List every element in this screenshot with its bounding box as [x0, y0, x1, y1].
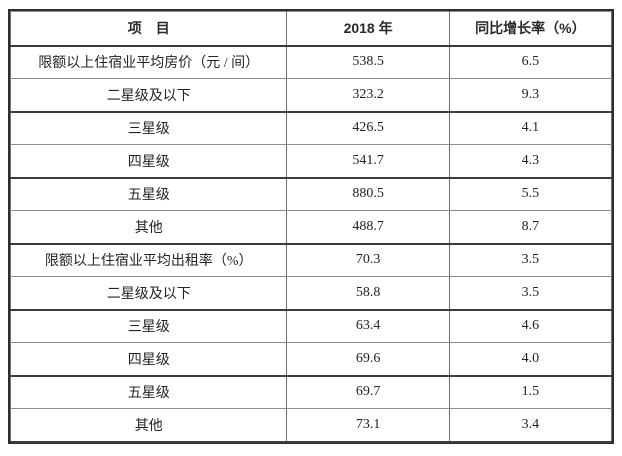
value-2018-cell: 538.5 [286, 45, 450, 79]
yoy-growth-cell: 3.5 [448, 243, 613, 277]
table-row: 四星级 69.6 4.0 [9, 342, 613, 377]
statistics-table-frame: 项 目 2018 年 同比增长率（%） 限额以上住宿业平均房价（元 / 间） 5… [8, 9, 614, 444]
item-cell: 二星级及以下 [9, 276, 288, 311]
item-cell: 限额以上住宿业平均房价（元 / 间） [9, 45, 288, 79]
yoy-growth-cell: 4.0 [448, 342, 613, 377]
value-2018-cell: 323.2 [286, 78, 450, 113]
yoy-growth-cell: 4.1 [448, 111, 613, 145]
value-2018-cell: 880.5 [286, 177, 450, 211]
table-row: 限额以上住宿业平均房价（元 / 间） 538.5 6.5 [9, 45, 613, 79]
table-row: 二星级及以下 323.2 9.3 [9, 78, 613, 113]
col-header-item: 项 目 [9, 11, 288, 47]
value-2018-cell: 488.7 [286, 210, 450, 245]
item-cell: 四星级 [9, 342, 288, 377]
table-row: 限额以上住宿业平均出租率（%） 70.3 3.5 [9, 243, 613, 277]
item-cell: 限额以上住宿业平均出租率（%） [9, 243, 288, 277]
table-row: 其他 73.1 3.4 [9, 408, 613, 443]
yoy-growth-cell: 8.7 [448, 210, 613, 245]
yoy-growth-cell: 3.4 [448, 408, 613, 443]
item-cell: 五星级 [9, 177, 288, 211]
col-header-2018: 2018 年 [286, 11, 450, 47]
value-2018-cell: 69.6 [286, 342, 450, 377]
table-row: 三星级 63.4 4.6 [9, 309, 613, 343]
value-2018-cell: 63.4 [286, 309, 450, 343]
yoy-growth-cell: 9.3 [448, 78, 613, 113]
table-row: 其他 488.7 8.7 [9, 210, 613, 245]
value-2018-cell: 69.7 [286, 375, 450, 409]
table-row: 五星级 880.5 5.5 [9, 177, 613, 211]
yoy-growth-cell: 4.3 [448, 144, 613, 179]
item-cell: 二星级及以下 [9, 78, 288, 113]
value-2018-cell: 58.8 [286, 276, 450, 311]
table-row: 三星级 426.5 4.1 [9, 111, 613, 145]
item-cell: 四星级 [9, 144, 288, 179]
table-row: 二星级及以下 58.8 3.5 [9, 276, 613, 311]
table-header: 项 目 2018 年 同比增长率（%） [9, 11, 613, 47]
table-body: 限额以上住宿业平均房价（元 / 间） 538.5 6.5 二星级及以下 323.… [9, 45, 613, 443]
yoy-growth-cell: 1.5 [448, 375, 613, 409]
table-row: 五星级 69.7 1.5 [9, 375, 613, 409]
item-cell: 三星级 [9, 309, 288, 343]
yoy-growth-cell: 4.6 [448, 309, 613, 343]
value-2018-cell: 426.5 [286, 111, 450, 145]
table-row: 四星级 541.7 4.3 [9, 144, 613, 179]
item-cell: 三星级 [9, 111, 288, 145]
lodging-statistics-table: 项 目 2018 年 同比增长率（%） 限额以上住宿业平均房价（元 / 间） 5… [9, 11, 613, 443]
value-2018-cell: 70.3 [286, 243, 450, 277]
yoy-growth-cell: 5.5 [448, 177, 613, 211]
header-row: 项 目 2018 年 同比增长率（%） [9, 11, 613, 47]
item-cell: 五星级 [9, 375, 288, 409]
value-2018-cell: 73.1 [286, 408, 450, 443]
item-cell: 其他 [9, 210, 288, 245]
col-header-yoy-growth: 同比增长率（%） [448, 11, 613, 47]
value-2018-cell: 541.7 [286, 144, 450, 179]
yoy-growth-cell: 6.5 [448, 45, 613, 79]
item-cell: 其他 [9, 408, 288, 443]
yoy-growth-cell: 3.5 [448, 276, 613, 311]
